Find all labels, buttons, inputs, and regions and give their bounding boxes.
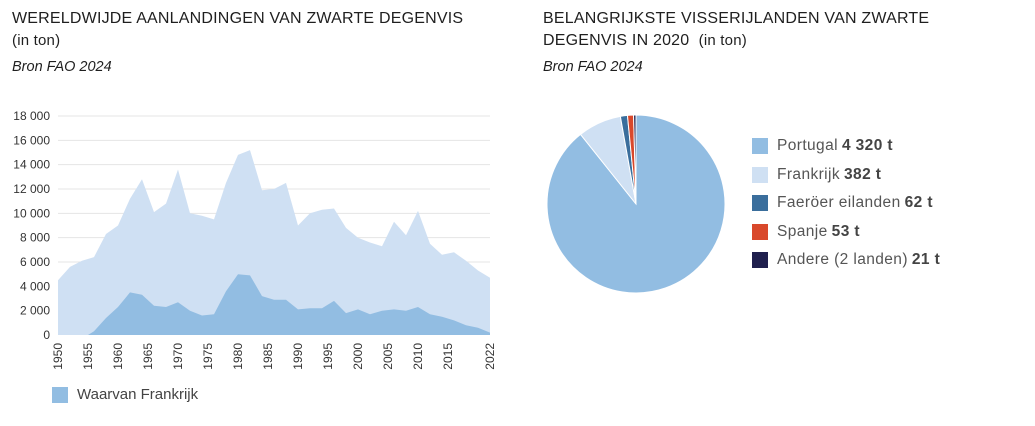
x-tick-label: 1955 <box>81 343 95 370</box>
legend-label: Spanje <box>777 222 828 240</box>
x-tick-label: 2022 <box>483 343 497 370</box>
landings-chart-panel: WERELDWIJDE AANLANDINGEN VAN ZWARTE DEGE… <box>12 8 512 418</box>
legend-swatch-france <box>52 386 68 403</box>
y-tick-label: 18 000 <box>13 109 50 123</box>
y-tick-label: 0 <box>43 328 50 342</box>
y-tick-label: 2 000 <box>20 304 50 318</box>
y-tick-label: 14 000 <box>13 158 50 172</box>
pie-legend-item-portugal: Portugal 4 320 t <box>752 132 940 161</box>
x-tick-label: 1965 <box>141 343 155 370</box>
y-tick-label: 4 000 <box>20 279 50 293</box>
x-tick-label: 2015 <box>441 343 455 370</box>
x-tick-label: 1960 <box>111 343 125 370</box>
pie-legend-item-andere: Andere (2 landen) 21 t <box>752 246 940 275</box>
pie-legend-item-spanje: Spanje 53 t <box>752 218 940 247</box>
chart-source: Bron FAO 2024 <box>12 59 112 75</box>
y-tick-label: 10 000 <box>13 206 50 220</box>
countries-chart-panel: BELANGRIJKSTE VISSERIJLANDEN VAN ZWARTE D… <box>543 8 1023 418</box>
pie-legend-item-frankrijk: Frankrijk 382 t <box>752 161 940 190</box>
pie-slice-andere <box>633 114 637 205</box>
legend-value: 21 t <box>911 251 941 269</box>
legend-value: 62 t <box>904 194 933 212</box>
legend-swatch-spanje <box>752 223 768 240</box>
chart-title: WERELDWIJDE AANLANDINGEN VAN ZWARTE DEGE… <box>12 10 464 49</box>
legend-value: 4 320 t <box>841 137 893 155</box>
x-tick-label: 2010 <box>411 343 425 370</box>
pie-chart <box>546 114 726 294</box>
legend-swatch-faeroer <box>752 195 768 212</box>
area-series-world <box>58 150 490 335</box>
x-tick-label: 2000 <box>351 343 365 370</box>
pie-legend: Portugal 4 320 t Frankrijk 382 t Faeröer eil… <box>752 132 940 275</box>
legend-label-france: Waarvan Frankrijk <box>77 386 199 403</box>
x-tick-label: 1995 <box>321 343 335 370</box>
legend-value: 382 t <box>844 165 882 183</box>
legend-label: Portugal <box>777 137 838 155</box>
x-tick-label: 1950 <box>51 343 65 370</box>
x-tick-label: 1980 <box>231 343 245 370</box>
pie-legend-item-faeroer: Faeröer eilanden 62 t <box>752 189 940 218</box>
pie-chart-title: BELANGRIJKSTE VISSERIJLANDEN VAN ZWARTE D… <box>543 10 930 49</box>
chart-unit: (in ton) <box>12 32 61 49</box>
y-tick-label: 16 000 <box>13 133 50 147</box>
x-tick-label: 1970 <box>171 343 185 370</box>
y-tick-label: 6 000 <box>20 255 50 269</box>
chart-legend: Waarvan Frankrijk <box>52 386 198 403</box>
legend-label: Andere (2 landen) <box>777 251 908 269</box>
pie-chart-unit: (in ton) <box>698 32 747 49</box>
y-tick-label: 12 000 <box>13 182 50 196</box>
legend-swatch-frankrijk <box>752 166 768 183</box>
x-tick-label: 1990 <box>291 343 305 370</box>
area-chart: 0 2 000 4 000 6 000 8 000 10 000 12 000 14 000 1… <box>13 109 497 370</box>
x-tick-label: 2005 <box>381 343 395 370</box>
legend-label: Faeröer eilanden <box>777 194 901 212</box>
legend-swatch-andere <box>752 252 768 269</box>
x-tick-label: 1985 <box>261 343 275 370</box>
legend-value: 53 t <box>831 222 860 240</box>
area-series-france <box>58 274 490 335</box>
y-tick-label: 8 000 <box>20 231 50 245</box>
legend-label: Frankrijk <box>777 165 841 183</box>
pie-chart-source: Bron FAO 2024 <box>543 59 643 75</box>
x-tick-label: 1975 <box>201 343 215 370</box>
legend-swatch-portugal <box>752 138 768 155</box>
